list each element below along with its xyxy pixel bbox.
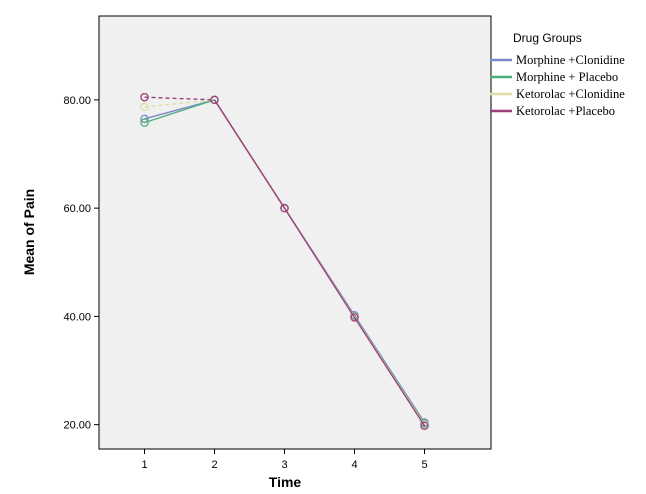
series-line-segment — [353, 317, 426, 427]
data-point — [140, 118, 149, 127]
y-tick-label: 20.00 — [63, 420, 91, 432]
x-tick-label: 2 — [211, 459, 217, 471]
y-tick-label: 80.00 — [63, 95, 91, 107]
legend-entry: Ketorolac +Clonidine — [516, 87, 625, 101]
x-tick-label: 1 — [141, 459, 147, 471]
y-tick-label: 40.00 — [63, 311, 91, 323]
data-point — [140, 92, 149, 102]
x-tick-label: 4 — [351, 459, 357, 471]
series-layer — [140, 92, 429, 430]
data-point — [210, 95, 219, 105]
data-point — [140, 102, 149, 112]
x-tick-label: 5 — [421, 459, 427, 471]
y-tick-label: 60.00 — [63, 203, 91, 215]
legend-title: Drug Groups — [513, 31, 582, 45]
series-line-segment — [283, 207, 356, 318]
y-axis-title: Mean of Pain — [21, 189, 37, 275]
series-line-segment — [144, 96, 215, 101]
data-point — [280, 203, 289, 213]
legend-entry: Ketorolac +Placebo — [516, 104, 615, 118]
x-axis: 1 2 3 4 5 — [141, 449, 428, 471]
data-point — [420, 421, 429, 430]
series-4 — [140, 92, 429, 430]
series-line-segment — [213, 99, 286, 209]
x-tick-label: 3 — [281, 459, 287, 471]
x-axis-title: Time — [269, 474, 302, 490]
legend: Drug Groups Morphine +Clonidine Morphine … — [490, 31, 625, 118]
y-axis: 20.00 40.00 60.00 80.00 — [63, 95, 99, 432]
legend-entry: Morphine + Placebo — [516, 70, 618, 84]
plot-area — [98, 15, 492, 450]
data-point — [350, 313, 359, 322]
legend-entry: Morphine +Clonidine — [516, 53, 625, 67]
series-line-segment — [144, 99, 215, 124]
series-line-segment — [144, 99, 215, 108]
